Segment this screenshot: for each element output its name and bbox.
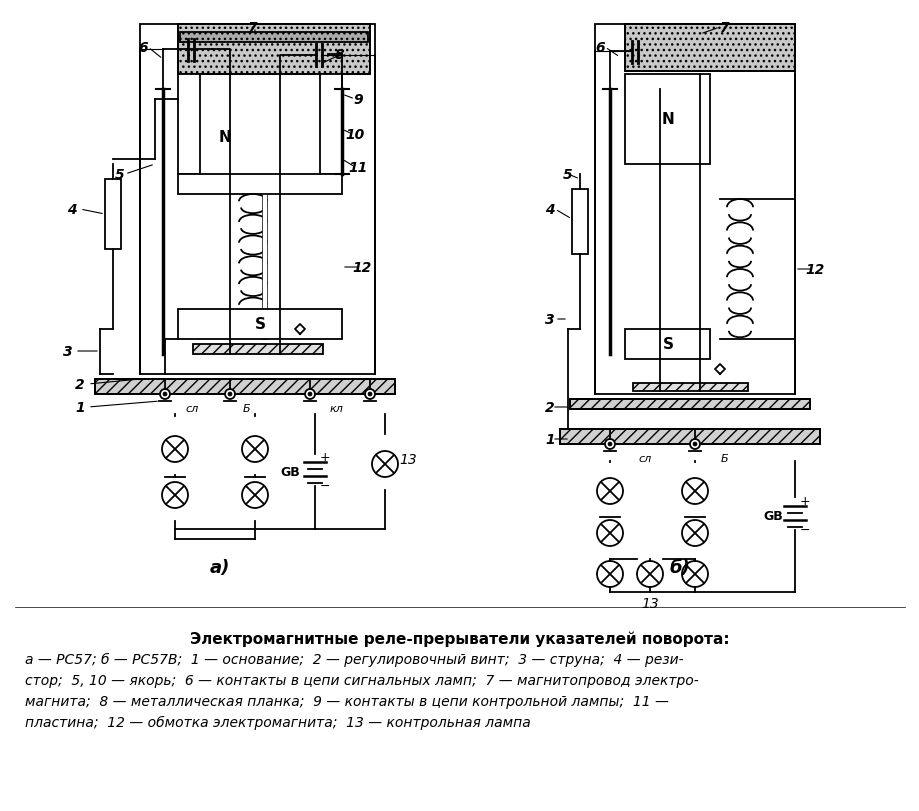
Text: 4: 4: [67, 203, 76, 217]
Circle shape: [689, 440, 699, 449]
Text: 11: 11: [348, 161, 368, 175]
Bar: [177, 175, 342, 195]
Text: Электромагнитные реле-прерыватели указателей поворота:: Электромагнитные реле-прерыватели указат…: [190, 631, 729, 646]
Text: S: S: [662, 337, 673, 352]
Circle shape: [368, 393, 371, 397]
Bar: [624, 25, 794, 72]
Bar: [140, 25, 375, 375]
Circle shape: [692, 443, 697, 446]
Bar: [624, 75, 709, 165]
Text: 12: 12: [352, 260, 371, 275]
Text: 3: 3: [63, 345, 73, 358]
Text: +: +: [320, 451, 330, 464]
Bar: [320, 75, 342, 175]
Bar: [624, 25, 794, 72]
Bar: [177, 75, 199, 175]
Bar: [624, 329, 709, 359]
Text: GB: GB: [280, 466, 300, 479]
Text: 10: 10: [345, 128, 364, 142]
Bar: [177, 310, 342, 340]
Text: кл: кл: [330, 404, 344, 414]
Text: 4: 4: [545, 203, 554, 217]
Bar: [570, 400, 809, 410]
Circle shape: [308, 393, 312, 397]
Circle shape: [225, 389, 234, 400]
Text: Б: Б: [720, 453, 728, 463]
Bar: [193, 345, 323, 354]
Circle shape: [607, 443, 611, 446]
Text: 1: 1: [545, 432, 554, 446]
Bar: [262, 195, 267, 340]
Text: 6: 6: [595, 41, 604, 55]
Text: 13: 13: [641, 596, 658, 610]
Circle shape: [365, 389, 375, 400]
Text: GB: GB: [763, 510, 782, 523]
Circle shape: [163, 393, 167, 397]
Circle shape: [160, 389, 170, 400]
Bar: [177, 25, 369, 75]
Bar: [632, 384, 747, 392]
Text: N: N: [219, 131, 231, 145]
Bar: [570, 400, 809, 410]
Bar: [105, 180, 121, 250]
Text: сл: сл: [638, 453, 651, 463]
Circle shape: [305, 389, 314, 400]
Text: а): а): [210, 558, 230, 577]
Circle shape: [228, 393, 232, 397]
Text: S: S: [255, 317, 266, 332]
Bar: [95, 380, 394, 394]
Text: 5: 5: [562, 168, 573, 182]
Text: Б: Б: [243, 404, 251, 414]
Text: пластина;  12 — обмотка электромагнита;  13 — контрольная лампа: пластина; 12 — обмотка электромагнита; 1…: [25, 715, 530, 729]
Bar: [560, 430, 819, 444]
Bar: [177, 25, 369, 75]
Text: магнита;  8 — металлическая планка;  9 — контакты в цепи контрольной лампы;  11 : магнита; 8 — металлическая планка; 9 — к…: [25, 694, 668, 708]
Text: 12: 12: [804, 263, 823, 277]
Bar: [180, 33, 368, 43]
Bar: [595, 25, 794, 394]
Text: 5: 5: [115, 168, 125, 182]
Text: 2: 2: [545, 401, 554, 414]
Text: −: −: [800, 523, 810, 536]
Text: 9: 9: [353, 93, 362, 107]
Text: N: N: [661, 113, 674, 127]
Text: а — РС57; б — РС57В;  1 — основание;  2 — регулировочный винт;  3 — струна;  4 —: а — РС57; б — РС57В; 1 — основание; 2 — …: [25, 652, 683, 667]
Text: 7: 7: [248, 21, 257, 35]
Text: 13: 13: [399, 453, 416, 466]
Circle shape: [605, 440, 614, 449]
Bar: [95, 380, 394, 394]
Text: 7: 7: [720, 21, 729, 35]
Text: 6: 6: [138, 41, 148, 55]
Text: 2: 2: [75, 378, 85, 392]
Text: 1: 1: [75, 401, 85, 414]
Text: +: +: [800, 495, 810, 508]
Text: 3: 3: [545, 312, 554, 327]
Text: сл: сл: [185, 404, 199, 414]
Text: стор;  5, 10 — якорь;  6 — контакты в цепи сигнальных ламп;  7 — магнитопровод э: стор; 5, 10 — якорь; 6 — контакты в цепи…: [25, 673, 698, 687]
Text: б): б): [669, 558, 689, 577]
Bar: [560, 430, 819, 444]
Bar: [572, 190, 587, 255]
Text: −: −: [320, 479, 330, 492]
Text: 8: 8: [335, 48, 345, 62]
